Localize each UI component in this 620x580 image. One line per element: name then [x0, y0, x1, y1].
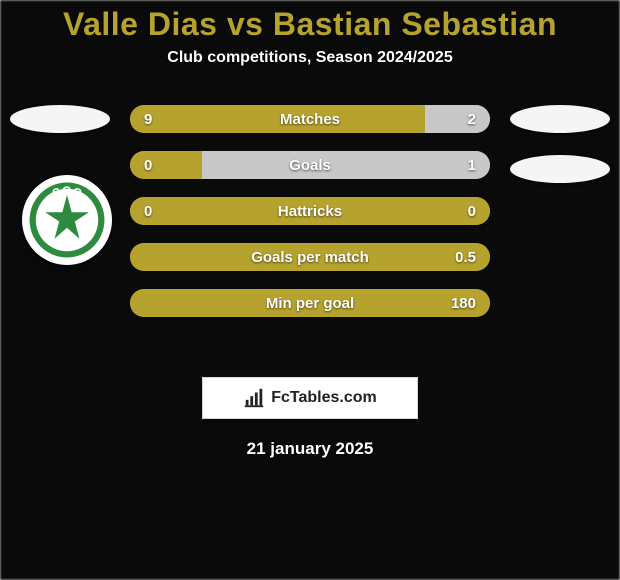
stat-label: Hattricks	[130, 197, 490, 225]
stat-row: Min per goal180	[130, 289, 490, 317]
fctables-logo: FcTables.com	[202, 377, 418, 419]
stat-value-right: 180	[451, 289, 476, 317]
stat-row: 9Matches2	[130, 105, 490, 133]
stat-value-right: 0	[468, 197, 476, 225]
stat-value-right: 1	[468, 151, 476, 179]
page-title: Valle Dias vs Bastian Sebastian	[0, 6, 620, 43]
stat-row: Goals per match0.5	[130, 243, 490, 271]
comparison-arena: SCC 9Matches20Goals10Hattricks0Goals per…	[0, 95, 620, 355]
chart-icon	[243, 387, 265, 409]
stat-label: Goals per match	[130, 243, 490, 271]
stat-value-right: 0.5	[455, 243, 476, 271]
title-text: Valle Dias vs Bastian Sebastian	[63, 6, 557, 42]
flag-left	[10, 105, 110, 133]
stat-label: Min per goal	[130, 289, 490, 317]
logo-text: FcTables.com	[271, 389, 377, 407]
date: 21 january 2025	[0, 439, 620, 459]
flag-right-top	[510, 105, 610, 133]
stat-row: 0Hattricks0	[130, 197, 490, 225]
stat-label: Matches	[130, 105, 490, 133]
club-badge-svg: SCC	[28, 181, 106, 259]
stat-bars: 9Matches20Goals10Hattricks0Goals per mat…	[130, 105, 490, 317]
stat-value-right: 2	[468, 105, 476, 133]
stat-row: 0Goals1	[130, 151, 490, 179]
flag-right-bottom	[510, 155, 610, 183]
content: Valle Dias vs Bastian Sebastian Club com…	[0, 0, 620, 459]
subtitle: Club competitions, Season 2024/2025	[0, 49, 620, 67]
stat-label: Goals	[130, 151, 490, 179]
club-badge: SCC	[22, 175, 112, 265]
